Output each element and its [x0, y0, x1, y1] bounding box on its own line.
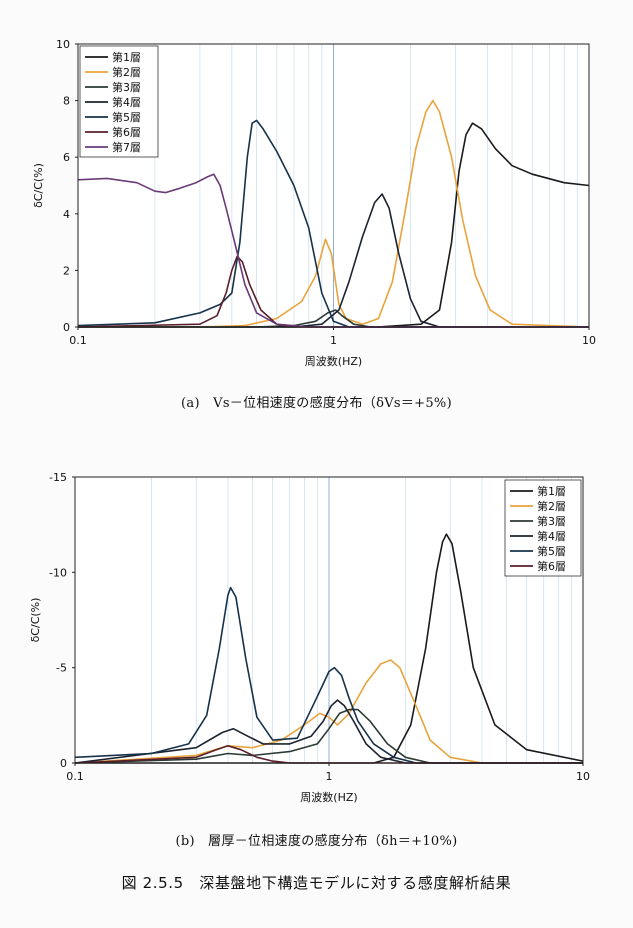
series-line-1 [75, 533, 584, 764]
plot-frame [77, 43, 590, 328]
y-tick-label: 0 [60, 757, 67, 770]
y-axis: 0 -5 -10 -15 [49, 471, 75, 770]
y-axis: 0 2 4 6 8 10 [56, 38, 78, 334]
x-axis: 0.1 1 10 [69, 327, 596, 347]
legend-label: 第6層 [537, 559, 566, 573]
caption-a: (a) Vs－位相速度の感度分布（δVs＝+5%) [181, 396, 452, 411]
caption-b: (b) 層厚－位相速度の感度分布（δh＝+10%) [175, 834, 458, 849]
series-line-4 [74, 699, 583, 764]
series-group [74, 533, 584, 764]
legend-label: 第4層 [112, 95, 141, 109]
series-line-7 [77, 173, 589, 328]
y-tick-label: 0 [63, 321, 70, 334]
series-line-2 [78, 99, 590, 328]
legend-label: 第5層 [112, 110, 141, 124]
legend-label: 第3層 [112, 80, 141, 94]
x-tick-label: 1 [326, 770, 333, 783]
series-line-3 [74, 708, 583, 764]
legend-label: 第7層 [112, 140, 141, 154]
figure-title: 図 2.5.5 深基盤地下構造モデルに対する感度解析結果 [121, 874, 512, 892]
legend-label: 第2層 [112, 65, 141, 79]
y-tick-label: -5 [56, 662, 67, 675]
legend-label: 第1層 [537, 484, 566, 498]
series-line-5 [74, 586, 583, 764]
series-line-5 [77, 119, 589, 328]
y-tick-label: -15 [49, 471, 67, 484]
y-axis-label: δC/C(%) [32, 163, 45, 208]
y-axis-label: δC/C(%) [29, 598, 42, 643]
x-tick-label: 10 [576, 770, 590, 783]
x-axis-label: 周波数(HZ) [305, 355, 362, 368]
y-tick-label: 8 [63, 95, 70, 108]
series-line-4 [78, 193, 589, 328]
series-group [77, 99, 590, 328]
legend-label: 第3層 [537, 514, 566, 528]
x-tick-label: 0.1 [69, 334, 87, 347]
legend-label: 第2層 [537, 499, 566, 513]
y-tick-label: 10 [56, 38, 70, 51]
legend-label: 第6層 [112, 125, 141, 139]
series-line-6 [74, 745, 583, 764]
plot-frame [74, 476, 584, 764]
y-tick-label: -10 [49, 566, 67, 579]
y-tick-label: 6 [63, 151, 70, 164]
legend-box [504, 479, 582, 577]
x-axis-label: 周波数(HZ) [300, 791, 357, 804]
legend-label: 第4層 [537, 529, 566, 543]
legend-label: 第5層 [537, 544, 566, 558]
chart-b: 0 -5 -10 -15 0.1 1 10 周波数(HZ) δC/C(%) 第1層第2層第3層第4… [29, 471, 590, 804]
y-tick-label: 2 [63, 264, 70, 277]
x-tick-label: 10 [582, 334, 596, 347]
legend-label: 第1層 [112, 50, 141, 64]
x-tick-label: 0.1 [66, 770, 84, 783]
x-tick-label: 1 [330, 334, 337, 347]
grid [77, 44, 578, 327]
y-tick-label: 4 [63, 208, 70, 221]
x-axis: 0.1 1 10 [66, 763, 590, 783]
